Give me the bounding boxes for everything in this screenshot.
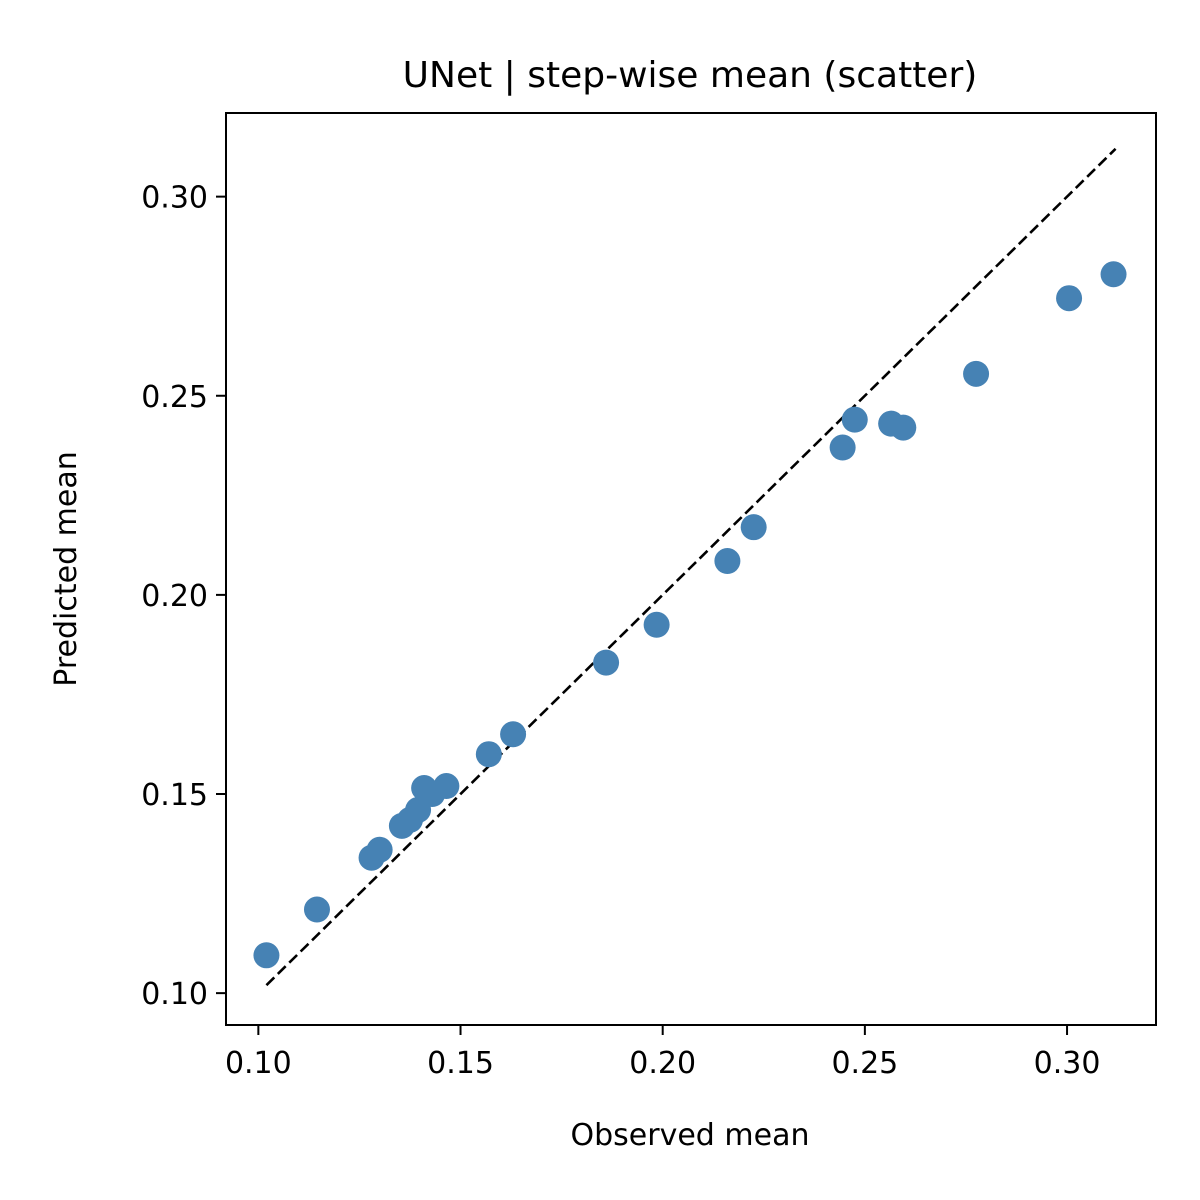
reference-line <box>265 147 1117 987</box>
x-tick-label-0: 0.10 <box>225 1046 292 1081</box>
data-point-14 <box>714 548 741 575</box>
plot-area: 0.10 0.15 0.20 0.25 0.30 0.10 0.15 0.20 0.25 0.30 <box>141 112 1157 1081</box>
data-point-19 <box>890 414 917 441</box>
y-tick-label-4: 0.30 <box>141 181 208 216</box>
x-tick-label-1: 0.15 <box>427 1046 494 1081</box>
y-axis-label: Predicted mean <box>49 451 84 686</box>
data-point-9 <box>433 773 460 800</box>
y-tick-label-1: 0.15 <box>141 778 208 813</box>
data-point-13 <box>643 611 670 638</box>
data-point-12 <box>593 649 620 676</box>
data-point-16 <box>829 434 856 461</box>
data-point-20 <box>963 360 990 387</box>
data-point-21 <box>1056 285 1083 312</box>
data-point-10 <box>475 741 502 768</box>
x-tick-label-3: 0.25 <box>831 1046 898 1081</box>
x-tick-label-2: 0.20 <box>629 1046 696 1081</box>
chart-title: UNet | step-wise mean (scatter) <box>403 55 978 96</box>
data-point-0 <box>253 942 280 969</box>
data-point-22 <box>1100 261 1127 288</box>
data-point-11 <box>500 721 527 748</box>
y-tick-label-3: 0.25 <box>141 380 208 415</box>
axes-frame <box>225 112 1157 1026</box>
y-tick-label-2: 0.20 <box>141 579 208 614</box>
x-axis-label: Observed mean <box>571 1118 810 1153</box>
y-tick-label-0: 0.10 <box>141 977 208 1012</box>
data-point-3 <box>366 836 393 863</box>
data-point-15 <box>740 514 767 541</box>
data-point-17 <box>841 406 868 433</box>
data-point-1 <box>303 896 330 923</box>
x-tick-label-4: 0.30 <box>1034 1046 1101 1081</box>
